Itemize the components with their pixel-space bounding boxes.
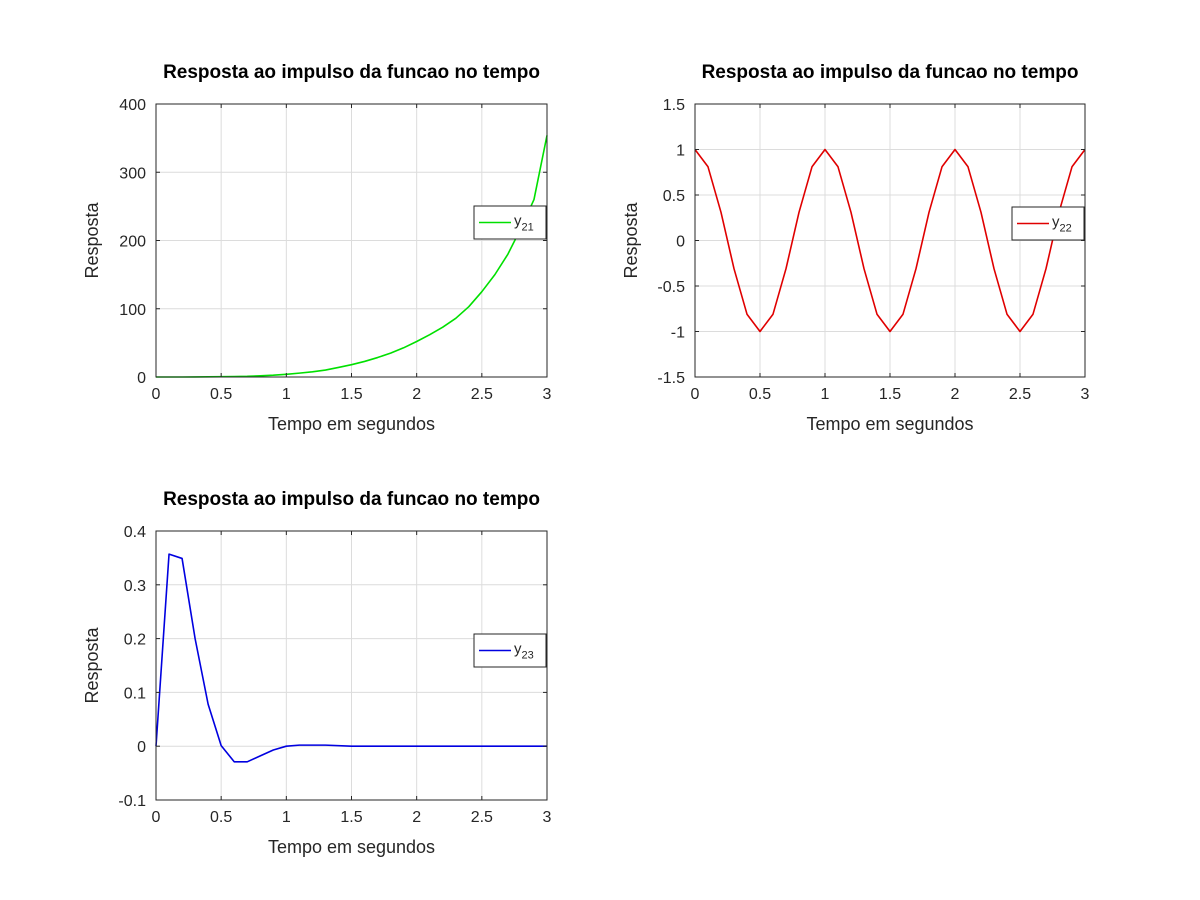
chart-2-xtick-label-4: 2 [951,386,960,403]
chart-2-ytick-label-5: 1 [676,143,685,160]
chart-2-title: Resposta ao impulso da funcao no tempo [702,62,1079,83]
chart-1-xtick-label-4: 2 [412,386,421,403]
chart-1-xtick-label-0: 0 [152,386,161,403]
chart-1-ytick-label-0: 0 [137,370,146,387]
chart-3-ytick-label-3: 0.2 [124,632,146,649]
chart-3-ytick-label-2: 0.1 [124,685,146,702]
chart-1-legend: y21 [473,205,547,240]
chart-1-title: Resposta ao impulso da funcao no tempo [163,62,540,83]
chart-2-xtick-label-3: 1.5 [879,386,901,403]
chart-2-ytick-label-4: 0.5 [663,188,685,205]
chart-2-xtick-label-5: 2.5 [1009,386,1031,403]
chart-1-ytick-label-3: 300 [119,165,146,182]
chart-1: 0 0.5 1 1.5 2 2.5 3 0 100 200 300 400 Resposta ao im… [82,62,552,434]
chart-1-ytick-label-4: 400 [119,97,146,114]
chart-1-xtick-label-2: 1 [282,386,291,403]
chart-3-series-y23-line [155,553,547,763]
chart-1-ytick-label-1: 100 [119,302,146,319]
chart-2-xtick-label-6: 3 [1081,386,1090,403]
chart-3-xtick-label-3: 1.5 [340,809,362,826]
chart-3-xtick-label-6: 3 [543,809,552,826]
chart-2-legend-label: y22 [1052,214,1072,235]
chart-2-ylabel: Resposta [621,201,641,278]
chart-3-xtick-label-2: 1 [282,809,291,826]
chart-3-ytick-label-0: -0.1 [118,793,146,810]
chart-2: 0 0.5 1 1.5 2 2.5 3 -1.5 -1 -0.5 0 0.5 1 1.5 Resposta … [621,62,1090,434]
chart-3-title: Resposta ao impulso da funcao no tempo [163,489,540,510]
chart-1-xtick-label-1: 0.5 [210,386,232,403]
chart-1-xtick-label-3: 1.5 [340,386,362,403]
chart-3-xtick-label-1: 0.5 [210,809,232,826]
chart-3-ytick-label-1: 0 [137,739,146,756]
chart-2-ytick-label-6: 1.5 [663,97,685,114]
chart-2-xlabel: Tempo em segundos [806,414,973,434]
chart-3-legend: y23 [473,633,547,668]
chart-2-ytick-label-0: -1.5 [657,370,685,387]
chart-2-ytick-label-1: -1 [671,325,685,342]
chart-1-ytick-label-2: 200 [119,234,146,251]
chart-3-xtick-label-5: 2.5 [471,809,493,826]
chart-3-ytick-label-5: 0.4 [124,524,146,541]
chart-2-ytick-label-2: -0.5 [657,279,685,296]
chart-2-ytick-label-3: 0 [676,234,685,251]
chart-3-xtick-label-0: 0 [152,809,161,826]
chart-2-legend: y22 [1011,206,1085,241]
chart-3-ytick-label-4: 0.3 [124,578,146,595]
chart-2-xtick-label-2: 1 [821,386,830,403]
chart-3-xtick-label-4: 2 [412,809,421,826]
chart-2-xtick-label-1: 0.5 [749,386,771,403]
chart-1-xtick-label-6: 3 [543,386,552,403]
chart-3-xlabel: Tempo em segundos [268,837,435,857]
chart-3-ylabel: Resposta [82,626,102,703]
chart-3-legend-label: y23 [514,641,534,662]
chart-1-xlabel: Tempo em segundos [268,414,435,434]
chart-3: 0 0.5 1 1.5 2 2.5 3 -0.1 0 0.1 0.2 0.3 0.4 Resposta a… [82,489,552,857]
chart-1-xtick-label-5: 2.5 [471,386,493,403]
chart-2-xtick-label-0: 0 [691,386,700,403]
chart-2-series-y22-line [694,148,1086,333]
chart-1-legend-label: y21 [514,213,534,234]
chart-1-ylabel: Resposta [82,201,102,278]
